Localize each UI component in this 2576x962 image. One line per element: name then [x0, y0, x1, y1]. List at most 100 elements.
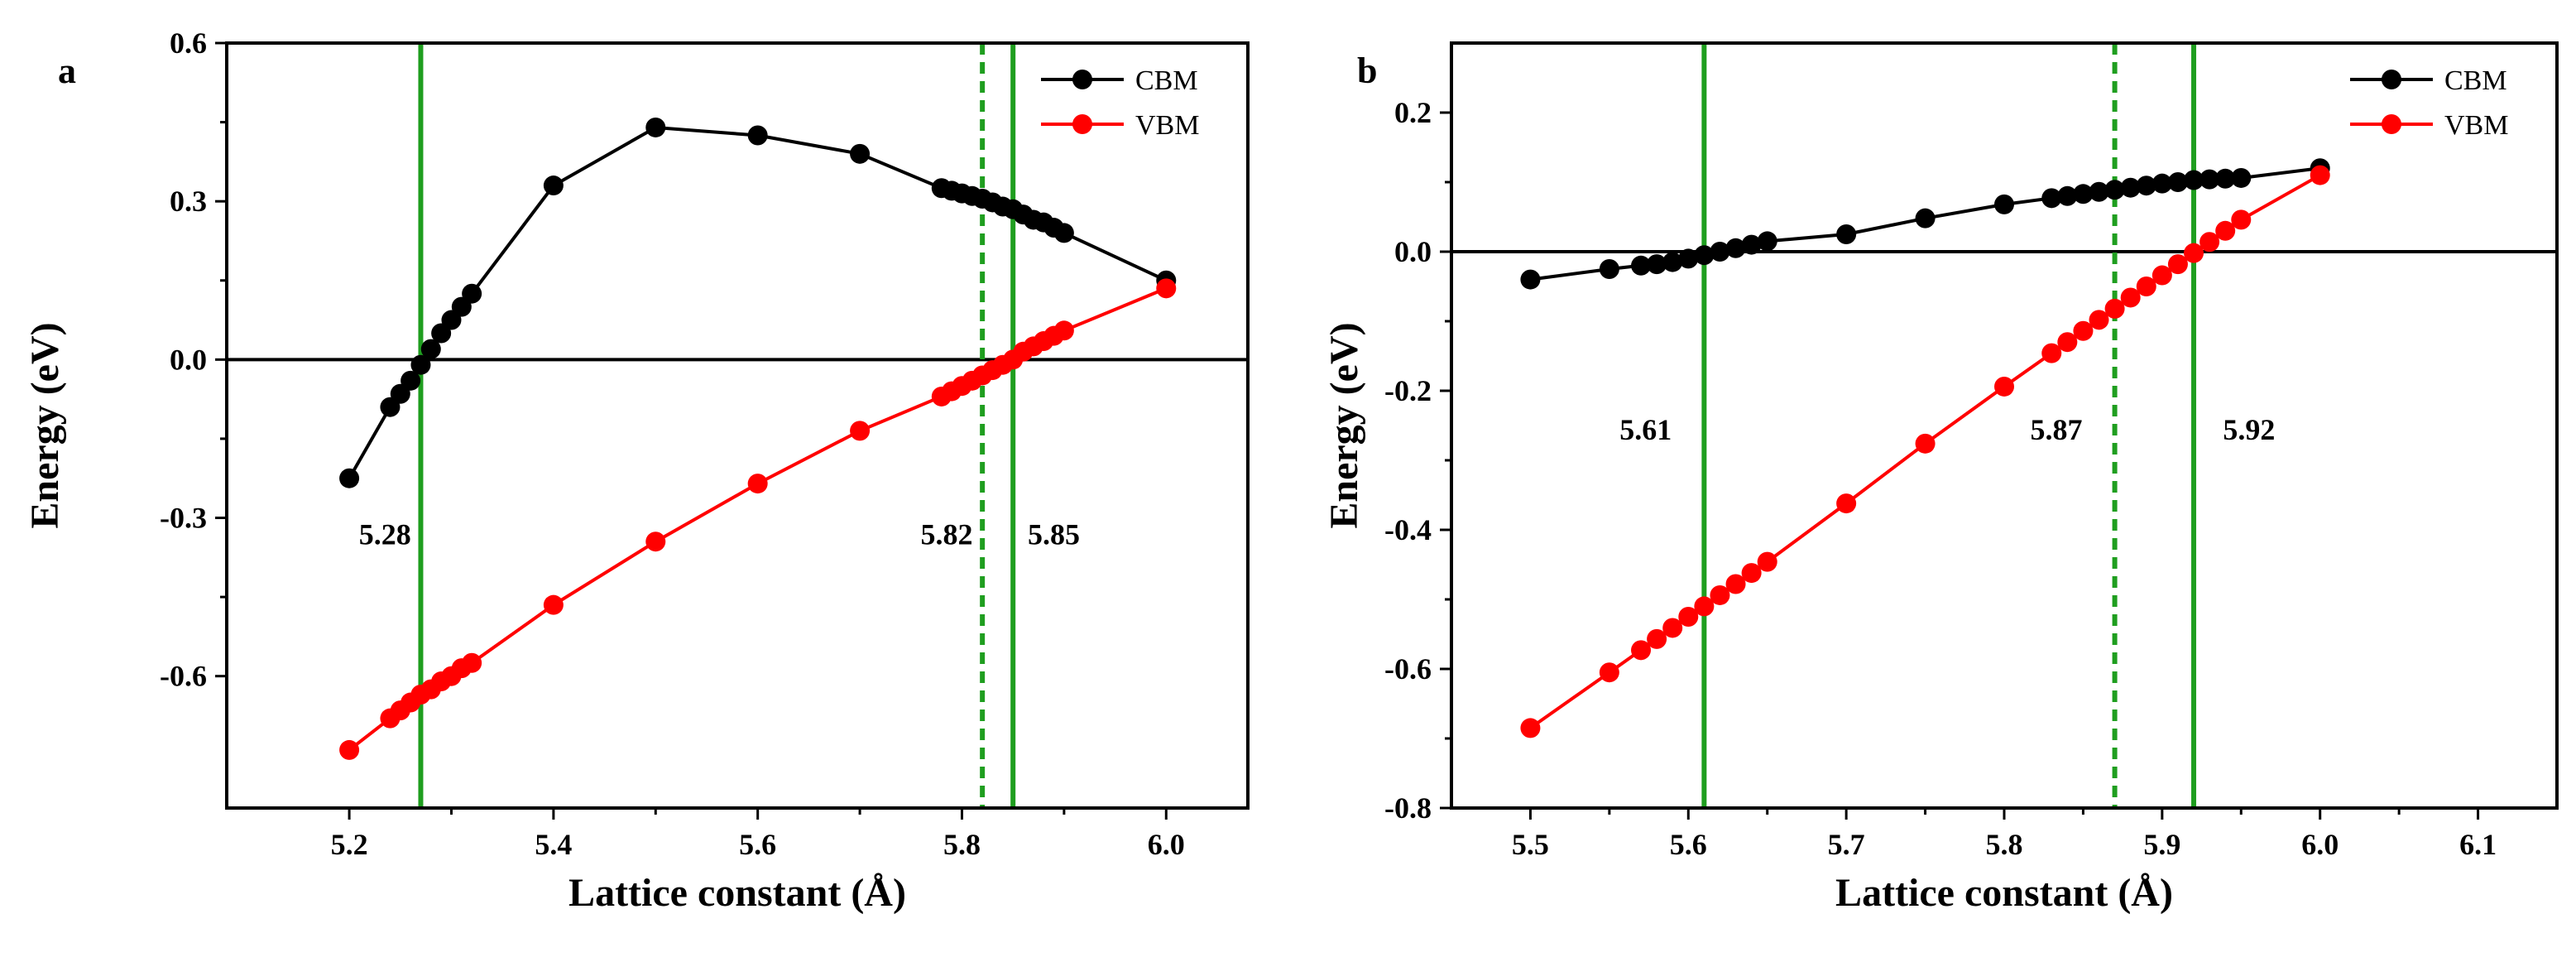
- x-tick-label: 6.0: [1148, 828, 1185, 861]
- y-tick-label: -0.2: [1384, 374, 1432, 407]
- data-point-vbm: [1725, 574, 1746, 594]
- legend-label-cbm: CBM: [1135, 65, 1198, 96]
- data-point-cbm: [2089, 181, 2109, 202]
- data-point-vbm: [2136, 277, 2156, 296]
- x-tick-label: 6.0: [2301, 828, 2339, 861]
- data-point-cbm: [2041, 188, 2062, 209]
- annotation-label: 5.28: [359, 517, 411, 551]
- data-point-vbm: [339, 739, 360, 760]
- legend-marker-vbm: [1072, 114, 1092, 134]
- annotation-label: 5.82: [920, 517, 972, 551]
- y-tick-label: -0.4: [1384, 513, 1432, 546]
- data-point-cbm: [1994, 194, 2014, 214]
- x-tick-label: 5.7: [1828, 828, 1865, 861]
- legend-marker-vbm: [2382, 114, 2401, 134]
- data-point-cbm: [1662, 252, 1683, 272]
- data-point-cbm: [2215, 168, 2236, 189]
- plot-frame: [225, 41, 1250, 810]
- data-point-vbm: [1678, 607, 1699, 627]
- data-point-vbm: [1741, 563, 1762, 584]
- data-point-vbm: [2041, 343, 2062, 363]
- data-point-cbm: [1836, 224, 1857, 244]
- data-point-vbm: [2199, 232, 2220, 253]
- data-point-cbm: [410, 354, 431, 375]
- data-point-vbm: [1710, 584, 1730, 605]
- y-tick-label: -0.6: [160, 660, 207, 693]
- x-tick-label: 5.5: [1512, 828, 1549, 861]
- data-point-cbm: [339, 468, 360, 488]
- x-tick-label: 6.1: [2459, 828, 2497, 861]
- annotation-label: 5.87: [2030, 413, 2082, 446]
- data-point-cbm: [2104, 180, 2125, 200]
- data-point-cbm: [2136, 176, 2156, 196]
- data-point-vbm: [2310, 165, 2330, 185]
- x-tick-label: 5.6: [739, 828, 776, 861]
- data-point-cbm: [1694, 245, 1715, 266]
- data-point-vbm: [645, 532, 666, 552]
- data-point-vbm: [1053, 320, 1074, 341]
- data-point-cbm: [2151, 173, 2172, 194]
- data-point-vbm: [2184, 243, 2204, 263]
- data-point-cbm: [1520, 269, 1541, 290]
- data-point-cbm: [1678, 248, 1699, 269]
- data-point-cbm: [462, 283, 482, 304]
- data-point-vbm: [1694, 596, 1715, 617]
- data-point-vbm: [2215, 220, 2236, 241]
- data-point-vbm: [747, 474, 768, 494]
- data-point-vbm: [1156, 278, 1177, 299]
- data-point-vbm: [2073, 320, 2094, 341]
- plot-frame: [1450, 41, 2559, 810]
- panel-b: 5.5 5.6 5.7 5.8 5.9 6.0 6.1 -0.8 -0.6 -0.4 -0.2 0.0…: [1322, 41, 2559, 915]
- x-axis-title: Lattice constant (Å): [568, 871, 906, 915]
- series-cbm: [339, 117, 1177, 488]
- data-point-cbm: [1053, 223, 1074, 243]
- data-point-vbm: [2151, 265, 2172, 286]
- data-point-cbm: [1741, 234, 1762, 255]
- legend-marker-cbm: [1072, 70, 1092, 89]
- legend-label-cbm: CBM: [2444, 65, 2507, 96]
- data-point-vbm: [543, 594, 564, 615]
- data-point-cbm: [2199, 169, 2220, 190]
- y-axis-title: Energy (eV): [23, 322, 67, 528]
- data-point-cbm: [1725, 238, 1746, 258]
- annotation-label: 5.61: [1619, 413, 1672, 446]
- data-point-vbm: [1994, 376, 2014, 397]
- y-tick-label: 0.0: [1394, 235, 1432, 268]
- data-point-cbm: [401, 370, 421, 391]
- data-point-cbm: [1631, 255, 1652, 276]
- data-point-cbm: [1710, 242, 1730, 262]
- y-tick-label: 0.0: [170, 343, 207, 376]
- data-point-cbm: [2057, 185, 2078, 206]
- data-point-vbm: [2231, 209, 2252, 230]
- series-vbm: [339, 278, 1177, 760]
- annotation-label: 5.85: [1028, 517, 1080, 551]
- legend-label-vbm: VBM: [2444, 110, 2508, 141]
- panel-label: a: [58, 51, 76, 91]
- x-axis-title: Lattice constant (Å): [1835, 871, 2173, 915]
- data-point-vbm: [1915, 433, 1936, 454]
- data-point-vbm: [1631, 640, 1652, 661]
- data-point-vbm: [1520, 718, 1541, 738]
- data-point-cbm: [1915, 208, 1936, 228]
- data-point-vbm: [1647, 628, 1667, 649]
- data-point-cbm: [2231, 167, 2252, 188]
- y-axis-title: Energy (eV): [1322, 322, 1366, 528]
- series-cbm: [1520, 158, 2330, 290]
- x-tick-label: 5.2: [331, 828, 368, 861]
- data-point-cbm: [1647, 254, 1667, 275]
- x-tick-label: 5.9: [2143, 828, 2180, 861]
- data-point-vbm: [2167, 254, 2188, 275]
- data-point-vbm: [2120, 287, 2141, 308]
- data-point-vbm: [1662, 618, 1683, 638]
- legend-marker-cbm: [2382, 70, 2401, 89]
- data-point-cbm: [1599, 259, 1619, 279]
- legend-label-vbm: VBM: [1135, 110, 1199, 141]
- data-point-vbm: [1599, 662, 1619, 683]
- data-point-cbm: [543, 176, 564, 196]
- y-tick-label: 0.6: [170, 26, 207, 60]
- data-point-vbm: [462, 652, 482, 673]
- y-tick-label: -0.3: [160, 502, 207, 535]
- panel-label: b: [1357, 51, 1377, 91]
